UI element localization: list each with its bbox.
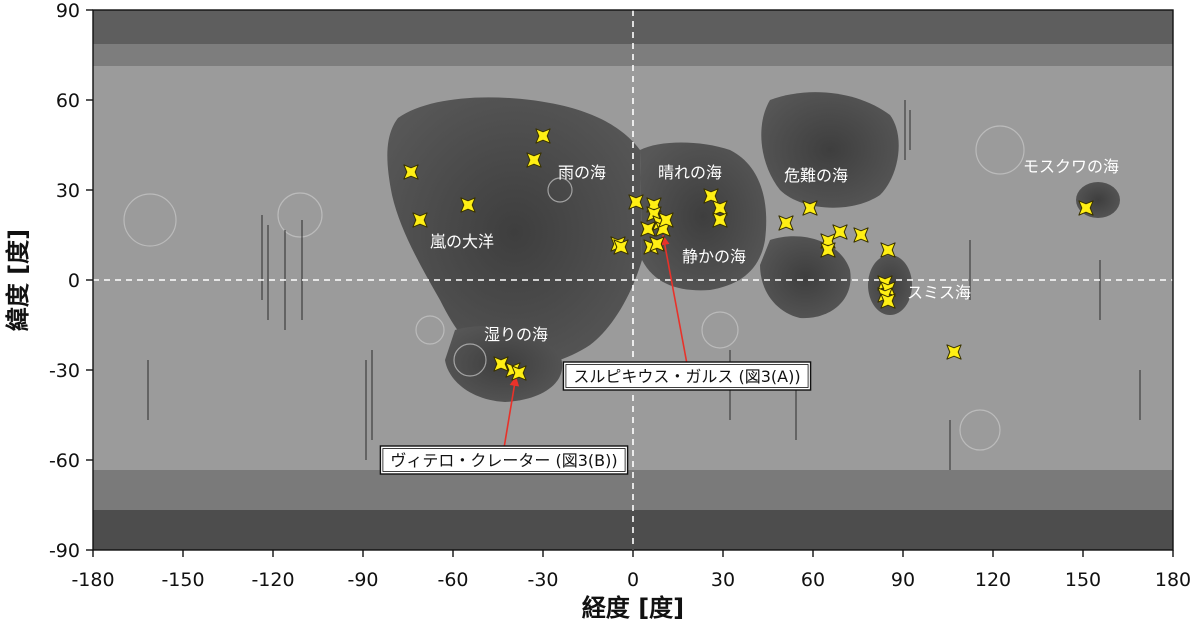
x-axis-title: 経度 [度]	[582, 594, 684, 622]
callout-label: ヴィテロ・クレーター (図3(B))	[390, 451, 617, 470]
site-marker	[778, 215, 794, 231]
region-label: 危難の海	[784, 166, 848, 185]
site-marker	[460, 197, 476, 213]
callout-box-inner-border	[382, 448, 626, 472]
y-tick-label: 60	[56, 90, 80, 112]
y-axis: 90 60 30 0 -30 -60 -90	[49, 0, 93, 562]
x-tick-label: 60	[801, 569, 825, 591]
site-marker	[535, 128, 551, 144]
site-marker	[1078, 200, 1094, 216]
site-marker	[880, 242, 896, 258]
region-label: モスクワの海	[1023, 157, 1119, 176]
site-marker	[703, 188, 719, 204]
site-markers	[403, 128, 1094, 381]
x-tick-label: -30	[527, 569, 558, 591]
x-tick-label: 90	[891, 569, 915, 591]
x-tick-label: 150	[1065, 569, 1101, 591]
callout-arrows	[503, 234, 688, 449]
mare-serenitatis-tranquillitatis-region	[640, 142, 767, 291]
site-marker	[712, 212, 728, 228]
site-marker	[613, 239, 629, 255]
x-tick-label: -60	[437, 569, 468, 591]
site-marker	[853, 227, 869, 243]
y-tick-label: -30	[49, 360, 80, 382]
callout-arrow-line	[662, 234, 688, 365]
site-marker	[511, 365, 527, 381]
x-tick-label: -120	[251, 569, 294, 591]
region-label: 湿りの海	[484, 325, 548, 344]
y-tick-label: -90	[49, 540, 80, 562]
y-tick-label: 90	[56, 0, 80, 22]
callout-boxes: スルピキウス・ガルス (図3(A)) ヴィテロ・クレーター (図3(B))	[379, 361, 812, 475]
maria-dark-regions	[387, 92, 1120, 402]
site-marker	[649, 236, 665, 252]
region-label: 静かの海	[682, 247, 746, 266]
site-marker	[820, 242, 836, 258]
callout-label: スルピキウス・ガルス (図3(A))	[573, 367, 800, 386]
y-tick-label: -60	[49, 450, 80, 472]
x-tick-label: 120	[975, 569, 1011, 591]
region-label: 雨の海	[558, 163, 606, 182]
x-tick-label: -150	[161, 569, 204, 591]
region-label: 晴れの海	[658, 163, 722, 182]
site-marker	[880, 293, 896, 309]
y-tick-label: 30	[56, 180, 80, 202]
site-marker	[526, 152, 542, 168]
site-marker	[640, 221, 656, 237]
x-tick-label: 180	[1155, 569, 1191, 591]
site-marker	[832, 224, 848, 240]
mare-crisium-region	[761, 92, 899, 208]
callout-box-inner-border	[565, 364, 809, 388]
callout-box	[562, 361, 812, 391]
x-tick-label: -180	[71, 569, 114, 591]
site-marker	[658, 212, 674, 228]
site-marker	[946, 344, 962, 360]
y-tick-label: 0	[68, 270, 80, 292]
region-label: スミス海	[907, 283, 971, 302]
region-label: 嵐の大洋	[430, 232, 494, 251]
site-marker	[712, 200, 728, 216]
image-artifact-streaks	[147, 100, 1141, 470]
x-tick-label: 30	[711, 569, 735, 591]
oceanus-procellarum-region	[387, 97, 642, 368]
site-marker	[802, 200, 818, 216]
crater-highlights	[123, 125, 1025, 451]
y-axis-title: 緯度 [度]	[4, 229, 32, 331]
callout-box	[379, 445, 629, 475]
mare-fecunditatis-region	[760, 236, 851, 319]
site-marker	[412, 212, 428, 228]
x-axis: -180 -150 -120 -90 -60 -30 0 30 60 90 120 150 180	[71, 550, 1191, 591]
site-marker	[628, 194, 644, 210]
callout-arrow-line	[503, 375, 517, 449]
x-tick-label: -90	[347, 569, 378, 591]
site-marker	[493, 356, 509, 372]
site-marker	[403, 164, 419, 180]
x-tick-label: 0	[627, 569, 639, 591]
